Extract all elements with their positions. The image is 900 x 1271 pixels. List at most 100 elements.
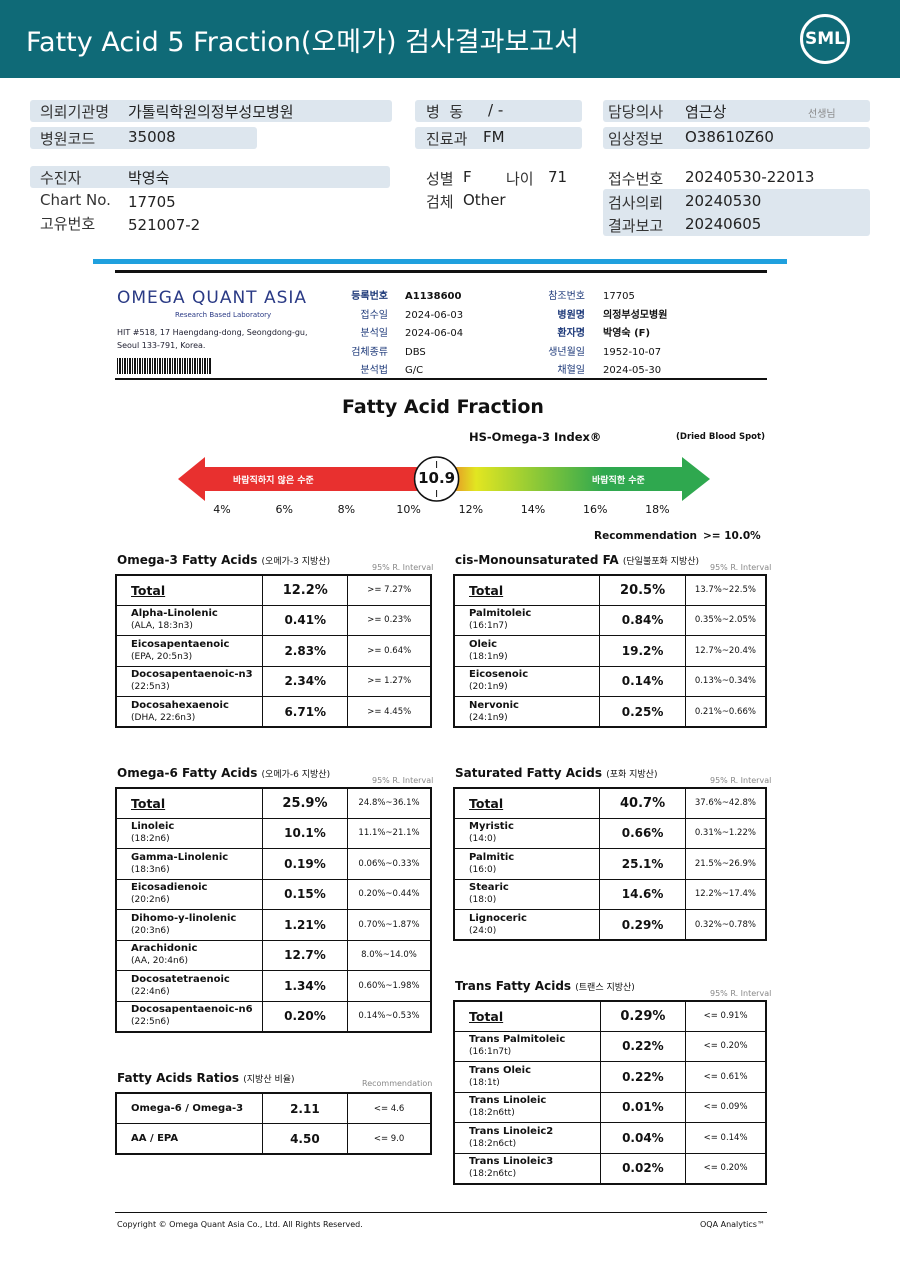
report-title: Fatty Acid Fraction bbox=[342, 396, 544, 418]
reference-range: 8.0%~14.0% bbox=[347, 939, 432, 971]
section-subtitle: (지방산 비율) bbox=[243, 1075, 295, 1085]
table-row: Dihomo-y-linolenic (20:3n6) 1.21% 0.70%~1.8… bbox=[115, 909, 432, 941]
table-row: AA / EPA 4.50 <= 9.0 bbox=[115, 1123, 432, 1155]
receipt-label: 접수번호 bbox=[608, 170, 664, 188]
acid-name-text: Omega-6 / Omega-3 bbox=[131, 1103, 244, 1114]
section-subtitle: (트랜스 지방산) bbox=[575, 983, 635, 993]
table-row: Total 25.9% 24.8%~36.1% bbox=[115, 787, 432, 819]
index-title: HS-Omega-3 Index® bbox=[469, 430, 602, 444]
acid-name: Trans Linoleic (18:2n6tt) bbox=[453, 1091, 601, 1123]
table-row: Trans Linoleic3 (18:2n6tc) 0.02% <= 0.20% bbox=[453, 1152, 767, 1184]
reference-range: 21.5%~26.9% bbox=[684, 848, 767, 880]
gauge-tick-label: 6% bbox=[275, 503, 293, 516]
acid-name: Docosahexaenoic (DHA, 22:6n3) bbox=[115, 696, 264, 728]
table-row: Docosatetraenoic (22:4n6) 1.34% 0.60%~1.98% bbox=[115, 970, 432, 1002]
blue-divider bbox=[93, 259, 787, 264]
table-row: Myristic (14:0) 0.66% 0.31%~1.22% bbox=[453, 817, 767, 849]
ward-value: / - bbox=[488, 101, 504, 119]
report-header-rule bbox=[115, 378, 767, 380]
acid-value: 1.21% bbox=[261, 909, 349, 941]
acid-name-text: Trans Oleic bbox=[469, 1064, 532, 1076]
request-value: 20240530 bbox=[685, 192, 762, 210]
section-title: Trans Fatty Acids bbox=[455, 979, 572, 993]
ward-box bbox=[415, 100, 582, 122]
acid-value: 0.41% bbox=[262, 604, 349, 636]
table-row: Eicosenoic (20:1n9) 0.14% 0.13%~0.34% bbox=[453, 665, 767, 697]
acid-name: Trans Palmitoleic (16:1n7t) bbox=[453, 1030, 601, 1062]
acid-notation: (20:3n6) bbox=[131, 925, 170, 936]
acid-value: 0.01% bbox=[599, 1091, 687, 1123]
field-key: 참조번호 bbox=[548, 291, 585, 302]
acid-name: Docosapentaenoic-n3 (22:5n3) bbox=[115, 665, 264, 697]
acid-name: Stearic (18:0) bbox=[453, 878, 601, 910]
acid-value: 2.34% bbox=[262, 665, 349, 697]
interval-label: 95% R. Interval bbox=[372, 776, 434, 785]
table-row: Omega-6 / Omega-3 2.11 <= 4.6 bbox=[115, 1092, 432, 1124]
acid-value: 14.6% bbox=[599, 878, 686, 910]
acid-notation: (16:1n7t) bbox=[469, 1047, 512, 1058]
gauge-tick-label: 18% bbox=[645, 503, 670, 516]
table-row: Arachidonic (AA, 20:4n6) 12.7% 8.0%~14.0% bbox=[115, 939, 432, 971]
section-title: Fatty Acids Ratios bbox=[117, 1071, 240, 1085]
field-key: 환자명 bbox=[557, 328, 585, 339]
table-row: Trans Linoleic (18:2n6tt) 0.01% <= 0.09% bbox=[453, 1091, 767, 1123]
acid-name: Total bbox=[115, 574, 264, 606]
acid-name: Oleic (18:1n9) bbox=[453, 635, 601, 667]
recommendation-label: Recommendation bbox=[594, 530, 698, 542]
interval-label: 95% R. Interval bbox=[710, 989, 772, 998]
acid-name-text: Nervonic bbox=[469, 699, 519, 711]
sample-type: (Dried Blood Spot) bbox=[676, 432, 765, 442]
reference-range: <= 4.6 bbox=[347, 1092, 432, 1124]
acid-name-text: Eicosadienoic bbox=[131, 882, 208, 894]
acid-value: 19.2% bbox=[599, 635, 686, 667]
table-row: Oleic (18:1n9) 19.2% 12.7%~20.4% bbox=[453, 635, 767, 667]
reference-range: 0.60%~1.98% bbox=[347, 970, 432, 1002]
section-title: cis-Monounsaturated FA bbox=[455, 553, 619, 567]
acid-value: 0.84% bbox=[599, 604, 686, 636]
section-subtitle: (오메가-6 지방산) bbox=[261, 770, 331, 780]
acid-name: Docosapentaenoic-n6 (22:5n6) bbox=[115, 1000, 263, 1032]
reference-range: <= 0.20% bbox=[685, 1152, 767, 1184]
acid-value: 20.5% bbox=[599, 574, 686, 606]
doctor-suffix: 선생님 bbox=[808, 109, 836, 120]
age-value: 71 bbox=[548, 168, 568, 186]
section-subtitle: (포화 지방산) bbox=[606, 770, 658, 780]
acid-name-text: Myristic bbox=[469, 821, 514, 833]
code-value: 35008 bbox=[128, 128, 176, 146]
acid-name: AA / EPA bbox=[115, 1123, 263, 1155]
report-value: 20240605 bbox=[685, 215, 762, 233]
reference-range: >= 0.23% bbox=[347, 604, 432, 636]
table-row: Eicosadienoic (20:2n6) 0.15% 0.20%~0.44% bbox=[115, 878, 432, 910]
acid-name: Palmitic (16:0) bbox=[453, 848, 601, 880]
acid-name: Trans Linoleic3 (18:2n6tc) bbox=[453, 1152, 601, 1184]
acid-notation: (16:1n7) bbox=[469, 621, 508, 632]
gauge-tick-label: 16% bbox=[582, 503, 608, 516]
field-value: DBS bbox=[405, 346, 426, 358]
reference-range: <= 0.09% bbox=[685, 1091, 767, 1123]
acid-notation: (16:0) bbox=[469, 864, 497, 875]
field-key: 등록번호 bbox=[351, 291, 388, 302]
dept-label: 진료과 bbox=[426, 130, 468, 148]
gauge-tick-label: 14% bbox=[520, 503, 546, 516]
reference-range: 0.06%~0.33% bbox=[347, 848, 432, 880]
value-marker bbox=[413, 456, 460, 502]
chart-label: Chart No. bbox=[40, 191, 111, 209]
gauge-tick-label: 4% bbox=[213, 503, 231, 516]
acid-name: Lignoceric (24:0) bbox=[453, 909, 601, 941]
acid-notation: (DHA, 22:6n3) bbox=[131, 712, 196, 723]
trans-section-title: Trans Fatty Acids (트랜스 지방산) bbox=[455, 979, 635, 993]
acid-value: 25.9% bbox=[261, 787, 349, 819]
acid-name: Eicosadienoic (20:2n6) bbox=[115, 878, 263, 910]
interval-label: 95% R. Interval bbox=[710, 563, 772, 572]
acid-name-text: Palmitoleic bbox=[469, 608, 532, 620]
header-bar bbox=[0, 0, 900, 78]
barcode bbox=[117, 358, 212, 374]
acid-value: 0.29% bbox=[599, 1000, 687, 1032]
field-value: G/C bbox=[405, 365, 424, 376]
acid-name: Total bbox=[453, 574, 601, 606]
lab-field-left: 분석법 G/C bbox=[330, 361, 423, 376]
lab-field-right: 환자명 박영숙 (F) bbox=[530, 324, 650, 339]
section-title: Saturated Fatty Acids bbox=[455, 766, 602, 780]
table-row: Trans Oleic (18:1t) 0.22% <= 0.61% bbox=[453, 1061, 767, 1093]
name-label: 수진자 bbox=[40, 169, 82, 187]
